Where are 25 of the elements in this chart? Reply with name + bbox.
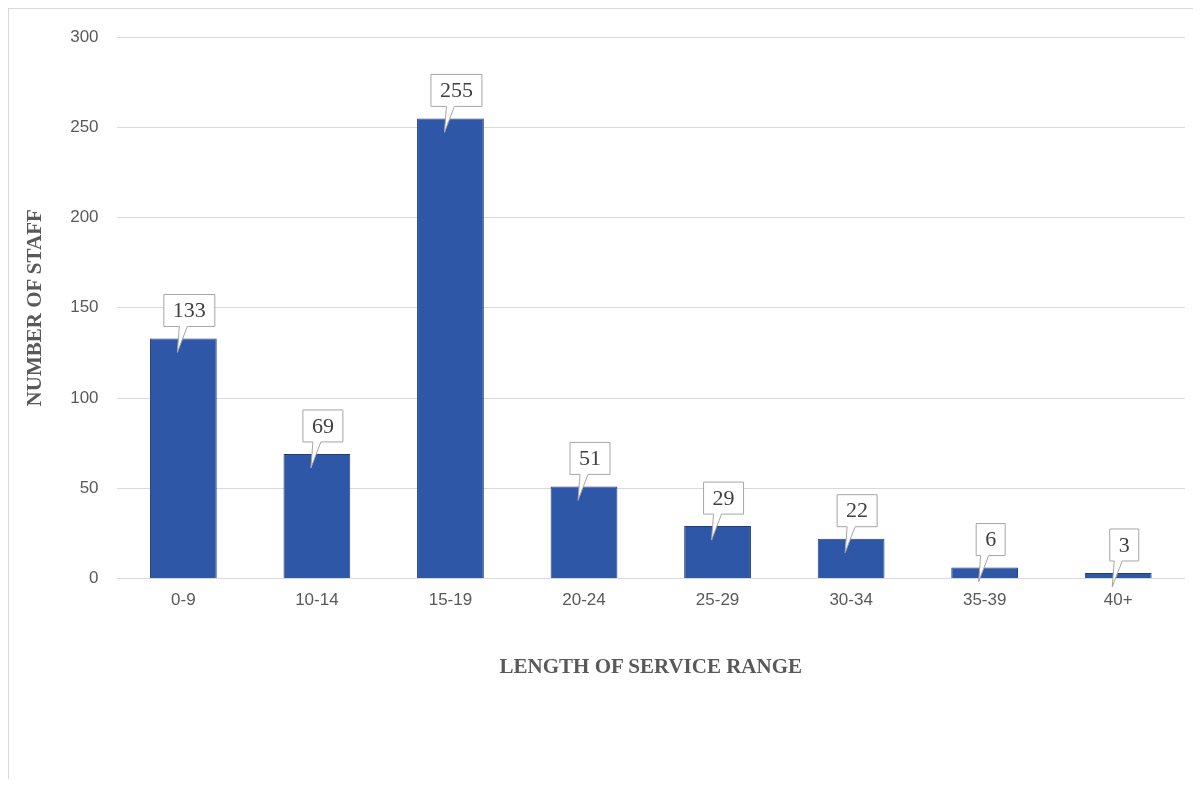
- data-label: 29: [712, 484, 735, 510]
- y-tick-label: 0: [89, 568, 99, 588]
- x-tick-label: 20-24: [562, 590, 606, 610]
- y-tick-label: 50: [79, 477, 99, 497]
- x-axis-title: LENGTH OF SERVICE RANGE: [499, 653, 803, 678]
- y-tick-label: 200: [70, 207, 99, 227]
- y-tick-label: 300: [70, 26, 99, 46]
- x-tick-label: 30-34: [829, 590, 873, 610]
- data-label: 3: [1118, 531, 1130, 557]
- data-label: 255: [439, 77, 473, 103]
- y-tick-label: 250: [70, 117, 99, 137]
- data-label: 6: [985, 526, 997, 552]
- x-tick-label: 15-19: [428, 590, 473, 610]
- data-label: 22: [846, 497, 869, 523]
- y-tick-label: 100: [70, 387, 99, 407]
- data-label: 51: [579, 445, 601, 471]
- y-axis-title: NUMBER OF STAFF: [22, 209, 47, 407]
- x-tick-label: 35-39: [962, 590, 1007, 610]
- data-label: 69: [311, 412, 334, 438]
- y-tick-label: 150: [70, 297, 99, 317]
- x-tick-label: 40+: [1103, 590, 1133, 610]
- x-tick-label: 25-29: [695, 590, 740, 610]
- data-label: 133: [172, 297, 206, 323]
- x-tick-label: 0-9: [171, 590, 196, 610]
- x-tick-label: 10-14: [295, 590, 339, 610]
